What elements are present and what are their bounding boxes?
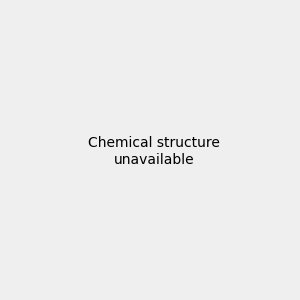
Text: Chemical structure
unavailable: Chemical structure unavailable (88, 136, 220, 166)
